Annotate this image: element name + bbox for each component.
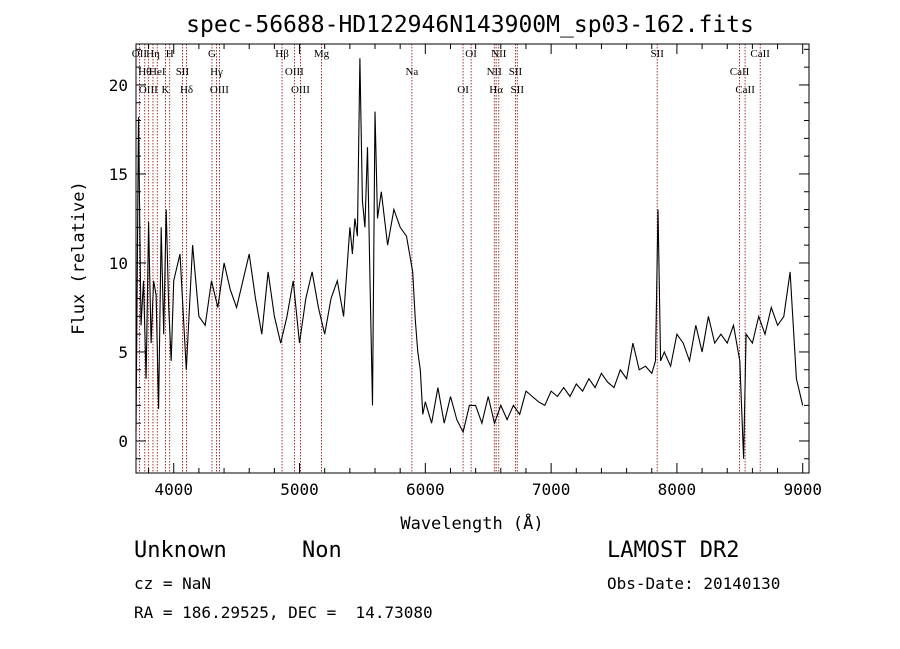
- line-label-9: G: [208, 48, 216, 60]
- x-tick-label-1: 5000: [280, 480, 319, 499]
- chart-title: spec-56688-HD122946N143900M_sp03-162.fit…: [186, 12, 754, 38]
- line-label-14: OIII: [291, 84, 310, 96]
- y-axis-label: Flux (relative): [69, 181, 89, 335]
- spectrum-series: [135, 58, 804, 459]
- y-tick-label-4: 20: [109, 76, 128, 95]
- line-label-10: Hγ: [210, 66, 223, 78]
- line-label-13: OIII: [285, 66, 304, 78]
- y-tick-label-2: 10: [109, 254, 128, 273]
- y-axis-ticks: 0 5 10 15 20: [109, 48, 809, 460]
- y-tick-label-0: 0: [118, 432, 128, 451]
- y-tick-label-3: 15: [109, 165, 128, 184]
- class-label: Unknown: [134, 538, 227, 563]
- line-label-15: Mg: [314, 48, 330, 60]
- line-label-19: NII: [487, 66, 503, 78]
- line-label-7: SII: [176, 66, 190, 78]
- emission-line-markers: [138, 44, 761, 473]
- line-label-6: H: [166, 48, 174, 60]
- line-label-26: CaII: [735, 84, 755, 96]
- line-label-17: OI: [457, 84, 469, 96]
- line-label-20: Hα: [489, 84, 503, 96]
- x-tick-label-2: 6000: [406, 480, 445, 499]
- line-label-8: Hδ: [180, 84, 193, 96]
- line-label-1: Hθ: [138, 66, 151, 78]
- plot-frame: [135, 43, 810, 474]
- line-label-12: Hβ: [275, 48, 289, 60]
- line-label-23: SII: [511, 84, 525, 96]
- line-label-25: CaII: [730, 66, 750, 78]
- line-label-21: NII: [491, 48, 507, 60]
- line-label-2: OIII: [139, 84, 158, 96]
- line-label-11: OIII: [210, 84, 229, 96]
- obs-date-text: Obs-Date: 20140130: [607, 574, 781, 593]
- spectrum-line-0: [135, 58, 804, 459]
- line-label-18: OI: [465, 48, 477, 60]
- subclass-label: Non: [302, 538, 342, 563]
- x-tick-label-5: 9000: [783, 480, 822, 499]
- y-tick-label-1: 5: [118, 343, 128, 362]
- line-label-3: Hη: [146, 48, 160, 60]
- x-tick-label-4: 8000: [658, 480, 697, 499]
- x-tick-label-0: 4000: [154, 480, 193, 499]
- emission-line-labels: OIIHθOIIIHηHeIKHSIIHδGHγOIIIHβOIIIOIIIMg…: [132, 48, 771, 96]
- line-label-4: HeI: [149, 66, 166, 78]
- line-label-5: K: [161, 84, 169, 96]
- x-axis-label: Wavelength (Å): [400, 512, 543, 534]
- line-label-16: Na: [405, 66, 418, 78]
- survey-label: LAMOST DR2: [607, 538, 740, 563]
- line-label-22: SII: [509, 66, 523, 78]
- redshift-text: cz = NaN: [134, 574, 212, 593]
- line-label-24: SII: [650, 48, 664, 60]
- line-label-27: CaII: [750, 48, 770, 60]
- coordinates-text: RA = 186.29525, DEC = 14.73080: [134, 603, 433, 622]
- x-tick-label-3: 7000: [532, 480, 571, 499]
- x-axis-ticks: 4000 5000 6000 7000 8000 9000: [148, 44, 822, 499]
